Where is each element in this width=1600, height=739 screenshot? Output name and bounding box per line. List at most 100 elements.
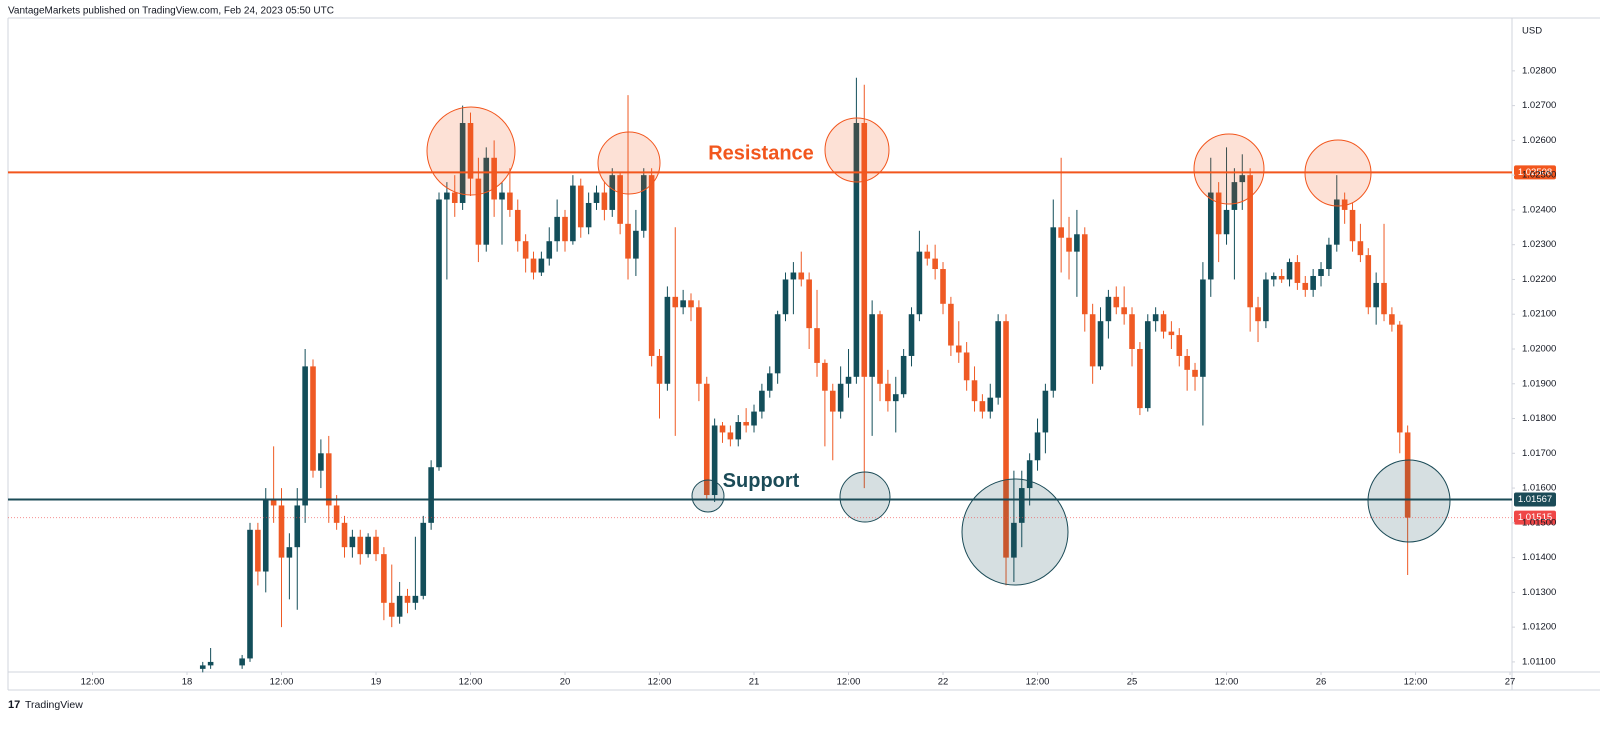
candle-body xyxy=(491,157,497,200)
candle-body xyxy=(648,175,655,356)
candle-body xyxy=(270,498,277,506)
candle-body xyxy=(546,241,553,259)
candle-body xyxy=(459,123,466,203)
candle-body xyxy=(656,355,663,384)
y-tick-label: 1.01900 xyxy=(1522,378,1556,389)
candle-body xyxy=(727,432,734,440)
candle-body xyxy=(696,307,702,384)
candle-body xyxy=(601,192,608,210)
candle-body xyxy=(609,175,616,210)
overlay: Resistance 1.02508 Support 1.01567 1.01515 xyxy=(8,143,1556,525)
candle-body xyxy=(1318,269,1324,276)
candle-body xyxy=(262,498,269,572)
candle-body xyxy=(1058,227,1064,238)
candle-body xyxy=(1042,390,1049,433)
candle-body xyxy=(766,373,773,391)
candle-body xyxy=(688,300,694,308)
candle-body xyxy=(625,223,631,259)
y-tick-label: 1.01500 xyxy=(1522,517,1556,528)
candle-body xyxy=(507,192,513,210)
x-tick-label: 12:00 xyxy=(1026,677,1050,688)
candle-body xyxy=(892,394,899,402)
candle-body xyxy=(1333,199,1340,245)
candle-body xyxy=(1215,192,1222,235)
candle-body xyxy=(1081,234,1088,315)
y-tick-label: 1.02300 xyxy=(1522,239,1556,250)
y-tick-label: 1.02100 xyxy=(1522,309,1556,320)
x-tick-label: 12:00 xyxy=(1404,677,1428,688)
x-tick-label: 12:00 xyxy=(648,677,672,688)
candle-body xyxy=(955,345,962,353)
candle-body xyxy=(806,279,812,329)
candle-body xyxy=(255,529,261,572)
candle-body xyxy=(396,595,403,617)
candle-body xyxy=(428,467,434,523)
candle-body xyxy=(1192,369,1198,377)
plot-area xyxy=(199,77,1411,673)
candle-body xyxy=(451,192,458,203)
candle-body xyxy=(885,383,891,402)
candle-body xyxy=(1121,307,1127,315)
candle-body xyxy=(1278,275,1285,280)
footer: TradingView xyxy=(25,699,83,711)
x-tick-label: 18 xyxy=(182,677,193,688)
support-highlight xyxy=(839,471,891,523)
last-price-label: 1.01515 xyxy=(1518,512,1552,523)
x-tick-label: 20 xyxy=(560,677,571,688)
candle-body xyxy=(341,522,348,548)
candle-body xyxy=(1294,262,1301,283)
candle-body xyxy=(1066,237,1072,252)
candle-body xyxy=(1018,488,1025,523)
y-tick-label: 1.01600 xyxy=(1522,483,1556,494)
candle-body xyxy=(1113,296,1120,308)
x-tick-label: 19 xyxy=(371,677,382,688)
candle-body xyxy=(333,505,340,523)
x-tick-label: 22 xyxy=(938,677,949,688)
candle-body xyxy=(1152,314,1159,322)
candle-body xyxy=(829,390,836,412)
candle-body xyxy=(1326,244,1332,270)
header: VantageMarkets published on TradingView.… xyxy=(8,6,334,17)
level-name: Resistance xyxy=(708,143,814,165)
currency: USD xyxy=(1522,26,1542,37)
candle-body xyxy=(1341,199,1348,210)
candle-body xyxy=(1239,175,1246,183)
y-tick-label: 1.02400 xyxy=(1522,204,1556,215)
candle-body xyxy=(199,665,206,669)
candle-body xyxy=(585,202,592,228)
candle-body xyxy=(900,355,907,395)
candle-body xyxy=(286,547,293,558)
candle-body xyxy=(837,383,844,412)
candle-body xyxy=(1207,192,1214,280)
candle-body xyxy=(995,321,1001,398)
candle-body xyxy=(1365,255,1372,308)
candle-body xyxy=(538,258,545,273)
candle-body xyxy=(1357,241,1364,256)
x-tick-label: 25 xyxy=(1127,677,1138,688)
candle-body xyxy=(570,185,576,242)
candle-body xyxy=(774,314,781,374)
candle-body xyxy=(1263,279,1269,322)
x-tick-label: 12:00 xyxy=(459,677,483,688)
candle-body xyxy=(522,241,529,259)
candle-body xyxy=(444,192,450,200)
candle-body xyxy=(940,269,946,304)
candle-body xyxy=(554,216,560,242)
x-tick-label: 12:00 xyxy=(1215,677,1239,688)
candle-body xyxy=(577,185,584,228)
x-tick-label: 27 xyxy=(1505,677,1516,688)
candle-body xyxy=(1404,432,1411,518)
resistance-highlight xyxy=(597,131,661,195)
candle-body xyxy=(971,380,978,402)
candle-body xyxy=(948,303,954,346)
candle-body xyxy=(822,362,828,391)
candle-body xyxy=(1349,209,1356,242)
candle-body xyxy=(1097,321,1104,367)
candle-body xyxy=(877,314,883,384)
candle-body xyxy=(310,366,316,471)
candle-body xyxy=(869,314,875,377)
y-tick-label: 1.01400 xyxy=(1522,552,1556,563)
candle-body xyxy=(499,192,505,200)
candle-body xyxy=(1011,522,1017,558)
